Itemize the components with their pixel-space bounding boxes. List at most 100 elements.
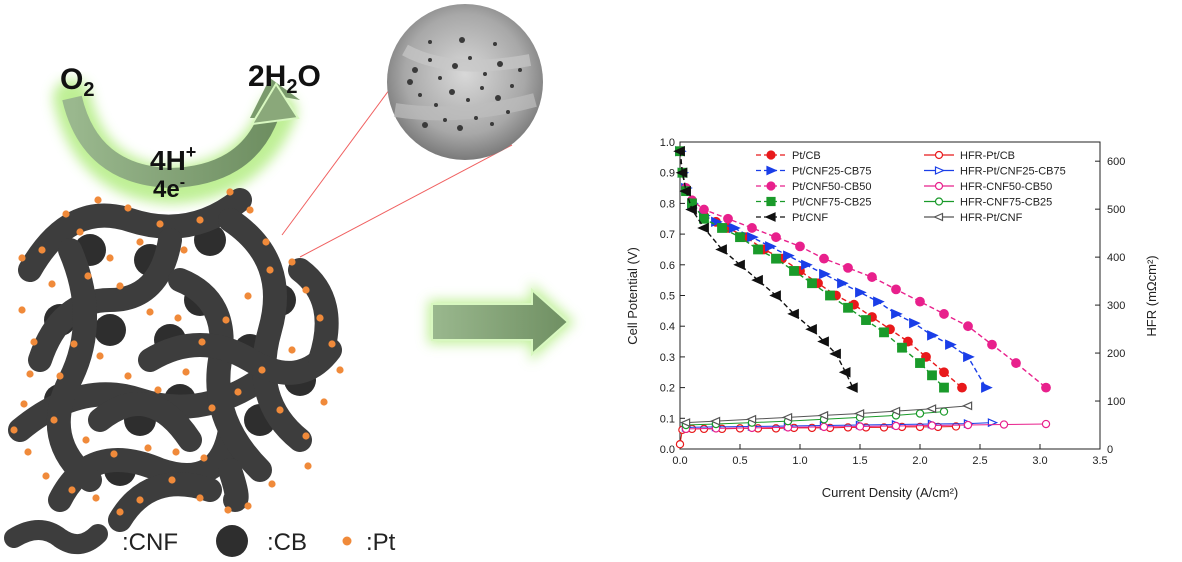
data-point xyxy=(963,420,973,430)
data-point xyxy=(733,259,745,271)
pt-particle xyxy=(288,258,296,266)
pt-particle xyxy=(200,454,208,462)
cnf-fiber xyxy=(288,258,339,372)
data-point xyxy=(945,339,957,350)
pt-particle xyxy=(172,448,180,456)
data-point xyxy=(843,302,853,313)
pt-particle xyxy=(316,314,324,322)
tem-nanoparticle xyxy=(493,42,497,46)
pt-particle xyxy=(18,306,26,314)
legend-entry: Pt/CB xyxy=(756,150,821,162)
data-point xyxy=(925,404,937,414)
legend-label: HFR-Pt/CNF xyxy=(960,212,1023,224)
legend-label: HFR-CNF75-CB25 xyxy=(960,197,1052,209)
pt-particle xyxy=(116,508,124,516)
data-point xyxy=(699,204,709,215)
reaction-arrow xyxy=(53,78,300,205)
y-right-tick-label: 200 xyxy=(1107,348,1125,360)
legend-label: Pt/CNF xyxy=(792,212,828,224)
pt-particle xyxy=(262,238,270,246)
data-point xyxy=(817,336,829,347)
cnf-fiber xyxy=(168,268,272,482)
pt-particle xyxy=(48,280,56,288)
y-left-tick-label: 0.5 xyxy=(660,291,675,303)
pt-particle xyxy=(68,486,76,494)
pt-particle xyxy=(276,406,284,414)
y-left-tick-label: 0.9 xyxy=(660,168,675,180)
product-2h2o: 2H2O xyxy=(248,60,321,98)
data-point xyxy=(771,232,781,243)
y-right-tick-label: 300 xyxy=(1107,300,1125,312)
pt-particle xyxy=(222,316,230,324)
tem-nanoparticle xyxy=(407,79,413,85)
series-line xyxy=(685,411,945,426)
cnf-fiber xyxy=(218,458,249,512)
data-point xyxy=(825,290,835,301)
data-point xyxy=(745,414,757,424)
reaction-illustration: O2 2H2O 4H+ 4e- :CNF :CB :Pt xyxy=(4,4,575,557)
data-point xyxy=(897,342,907,353)
y-axis-left-label: Cell Potential (V) xyxy=(625,247,640,345)
catalyst-cluster xyxy=(8,188,344,532)
cnf-fiber xyxy=(46,238,102,492)
tem-nanoparticle xyxy=(418,93,422,97)
data-point xyxy=(717,223,727,233)
pt-particle xyxy=(224,506,232,514)
data-point xyxy=(781,412,793,422)
pt-particle xyxy=(144,444,152,452)
cnf-fiber xyxy=(88,392,202,452)
legend-marker xyxy=(766,196,776,207)
x-tick-label: 2.0 xyxy=(912,455,927,467)
y-left-tick-label: 0.0 xyxy=(660,444,675,456)
tem-nanoparticle xyxy=(468,56,472,60)
data-point xyxy=(853,408,865,419)
pt-particle xyxy=(180,246,188,254)
tem-nanoparticle xyxy=(449,89,455,95)
chart-legend: Pt/CB Pt/CNF25-CB75 Pt/CNF50-CB50 Pt/CNF75-… xyxy=(756,150,1066,224)
tem-nanoparticle xyxy=(490,122,494,126)
legend-marker xyxy=(934,181,944,191)
data-point xyxy=(999,420,1009,429)
pt-particle xyxy=(196,216,204,224)
tem-nanoparticle xyxy=(438,76,442,80)
data-point xyxy=(723,213,733,224)
data-point xyxy=(747,223,757,233)
legend-label: Pt/CNF50-CB50 xyxy=(792,181,871,193)
pt-particle xyxy=(336,366,344,374)
data-point xyxy=(697,222,709,234)
pt-particle xyxy=(168,476,176,484)
pt-particle xyxy=(174,314,182,322)
legend-entry: HFR-Pt/CNF xyxy=(924,212,1023,224)
pt-particle xyxy=(226,188,234,196)
legend-label: Pt/CNF25-CB75 xyxy=(792,166,871,178)
pt-particle xyxy=(76,228,84,236)
pt-particle xyxy=(10,426,18,434)
pt-particle xyxy=(20,400,28,408)
data-point xyxy=(1011,358,1021,368)
cnf-fiber xyxy=(138,333,342,385)
proton-label: 4H+ xyxy=(150,142,196,176)
cb-legend-label: :CB xyxy=(267,529,307,556)
y-left-tick-label: 0.4 xyxy=(660,321,675,333)
data-point xyxy=(846,382,858,393)
tem-inset-image xyxy=(281,4,543,258)
cnf-fiber xyxy=(108,472,222,532)
cb-legend-symbol xyxy=(216,525,248,557)
legend-label: HFR-Pt/CB xyxy=(960,150,1015,162)
reactant-o2: O2 xyxy=(60,63,94,101)
data-point xyxy=(939,382,949,393)
pt-particle xyxy=(302,286,310,294)
tem-nanoparticle xyxy=(434,103,438,107)
pt-particle xyxy=(82,436,90,444)
tem-nanoparticle xyxy=(495,95,501,101)
data-point xyxy=(891,308,903,320)
pt-particle xyxy=(42,472,50,480)
cnf-fiber xyxy=(218,208,312,452)
legend-entry: Pt/CNF25-CB75 xyxy=(756,166,871,178)
data-point xyxy=(675,440,685,449)
series-pt-cnf75-cb25 xyxy=(675,146,949,393)
data-point xyxy=(963,321,973,332)
pt-particle xyxy=(304,462,312,470)
data-point xyxy=(927,421,937,430)
